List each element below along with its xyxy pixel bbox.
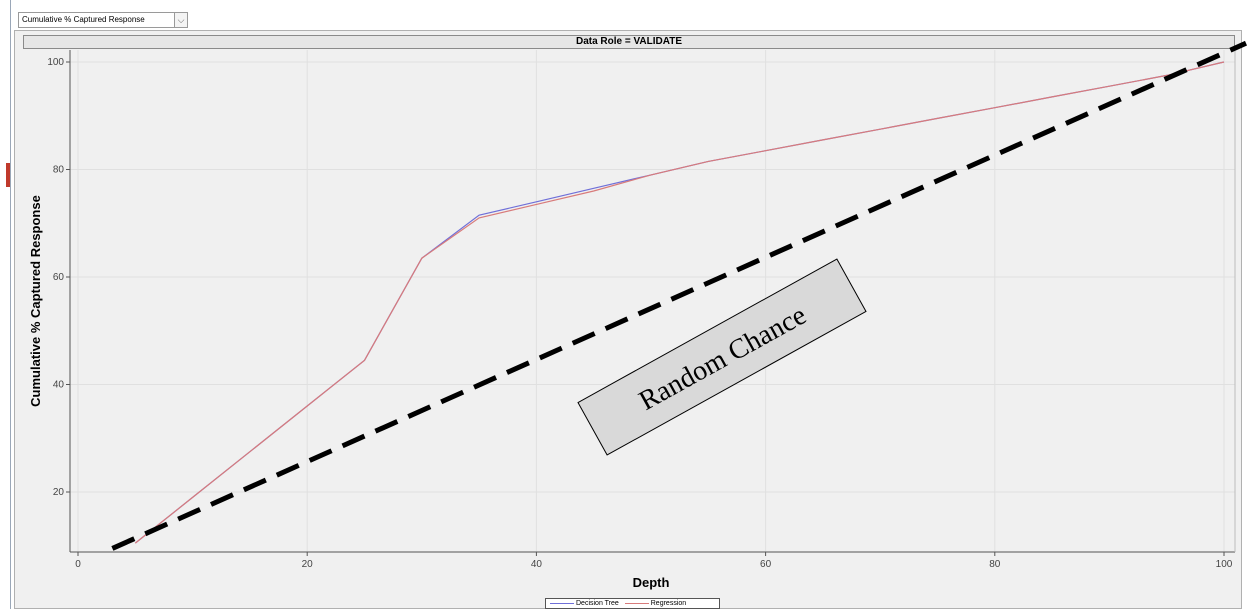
x-tick-label: 40 — [531, 559, 543, 570]
y-tick-label: 60 — [53, 272, 65, 283]
annotation-box — [577, 258, 867, 456]
statistic-dropdown-value: Cumulative % Captured Response — [22, 15, 145, 24]
y-tick-label: 100 — [47, 57, 64, 68]
x-tick-label: 60 — [760, 559, 772, 570]
x-tick-label: 20 — [302, 559, 314, 570]
y-axis-title: Cumulative % Captured Response — [28, 195, 43, 407]
statistic-dropdown[interactable]: Cumulative % Captured Response ⌵ — [18, 12, 188, 28]
x-axis-title: Depth — [633, 575, 670, 590]
plot-header: Data Role = VALIDATE — [23, 35, 1235, 49]
legend-swatch-decision-tree — [550, 602, 574, 604]
y-tick-label: 20 — [53, 487, 65, 498]
y-tick-label: 40 — [53, 380, 65, 391]
legend-label-regression: Regression — [650, 600, 687, 607]
x-tick-label: 0 — [75, 559, 81, 570]
legend-label-decision-tree: Decision Tree — [576, 600, 619, 607]
legend-swatch-regression — [624, 602, 649, 604]
chevron-down-icon[interactable]: ⌵ — [174, 13, 187, 27]
y-tick-label: 80 — [53, 165, 65, 176]
x-tick-label: 100 — [1216, 559, 1233, 570]
splitter-marker[interactable] — [6, 163, 10, 187]
toolbar: Cumulative % Captured Response ⌵ — [12, 8, 1242, 32]
legend: Decision Tree Regression — [545, 598, 720, 609]
window-left-edge — [0, 0, 11, 609]
x-tick-label: 80 — [989, 559, 1001, 570]
plot-area — [70, 50, 1235, 552]
random-chance-line — [111, 40, 1248, 551]
series-line-regression — [134, 61, 1225, 544]
